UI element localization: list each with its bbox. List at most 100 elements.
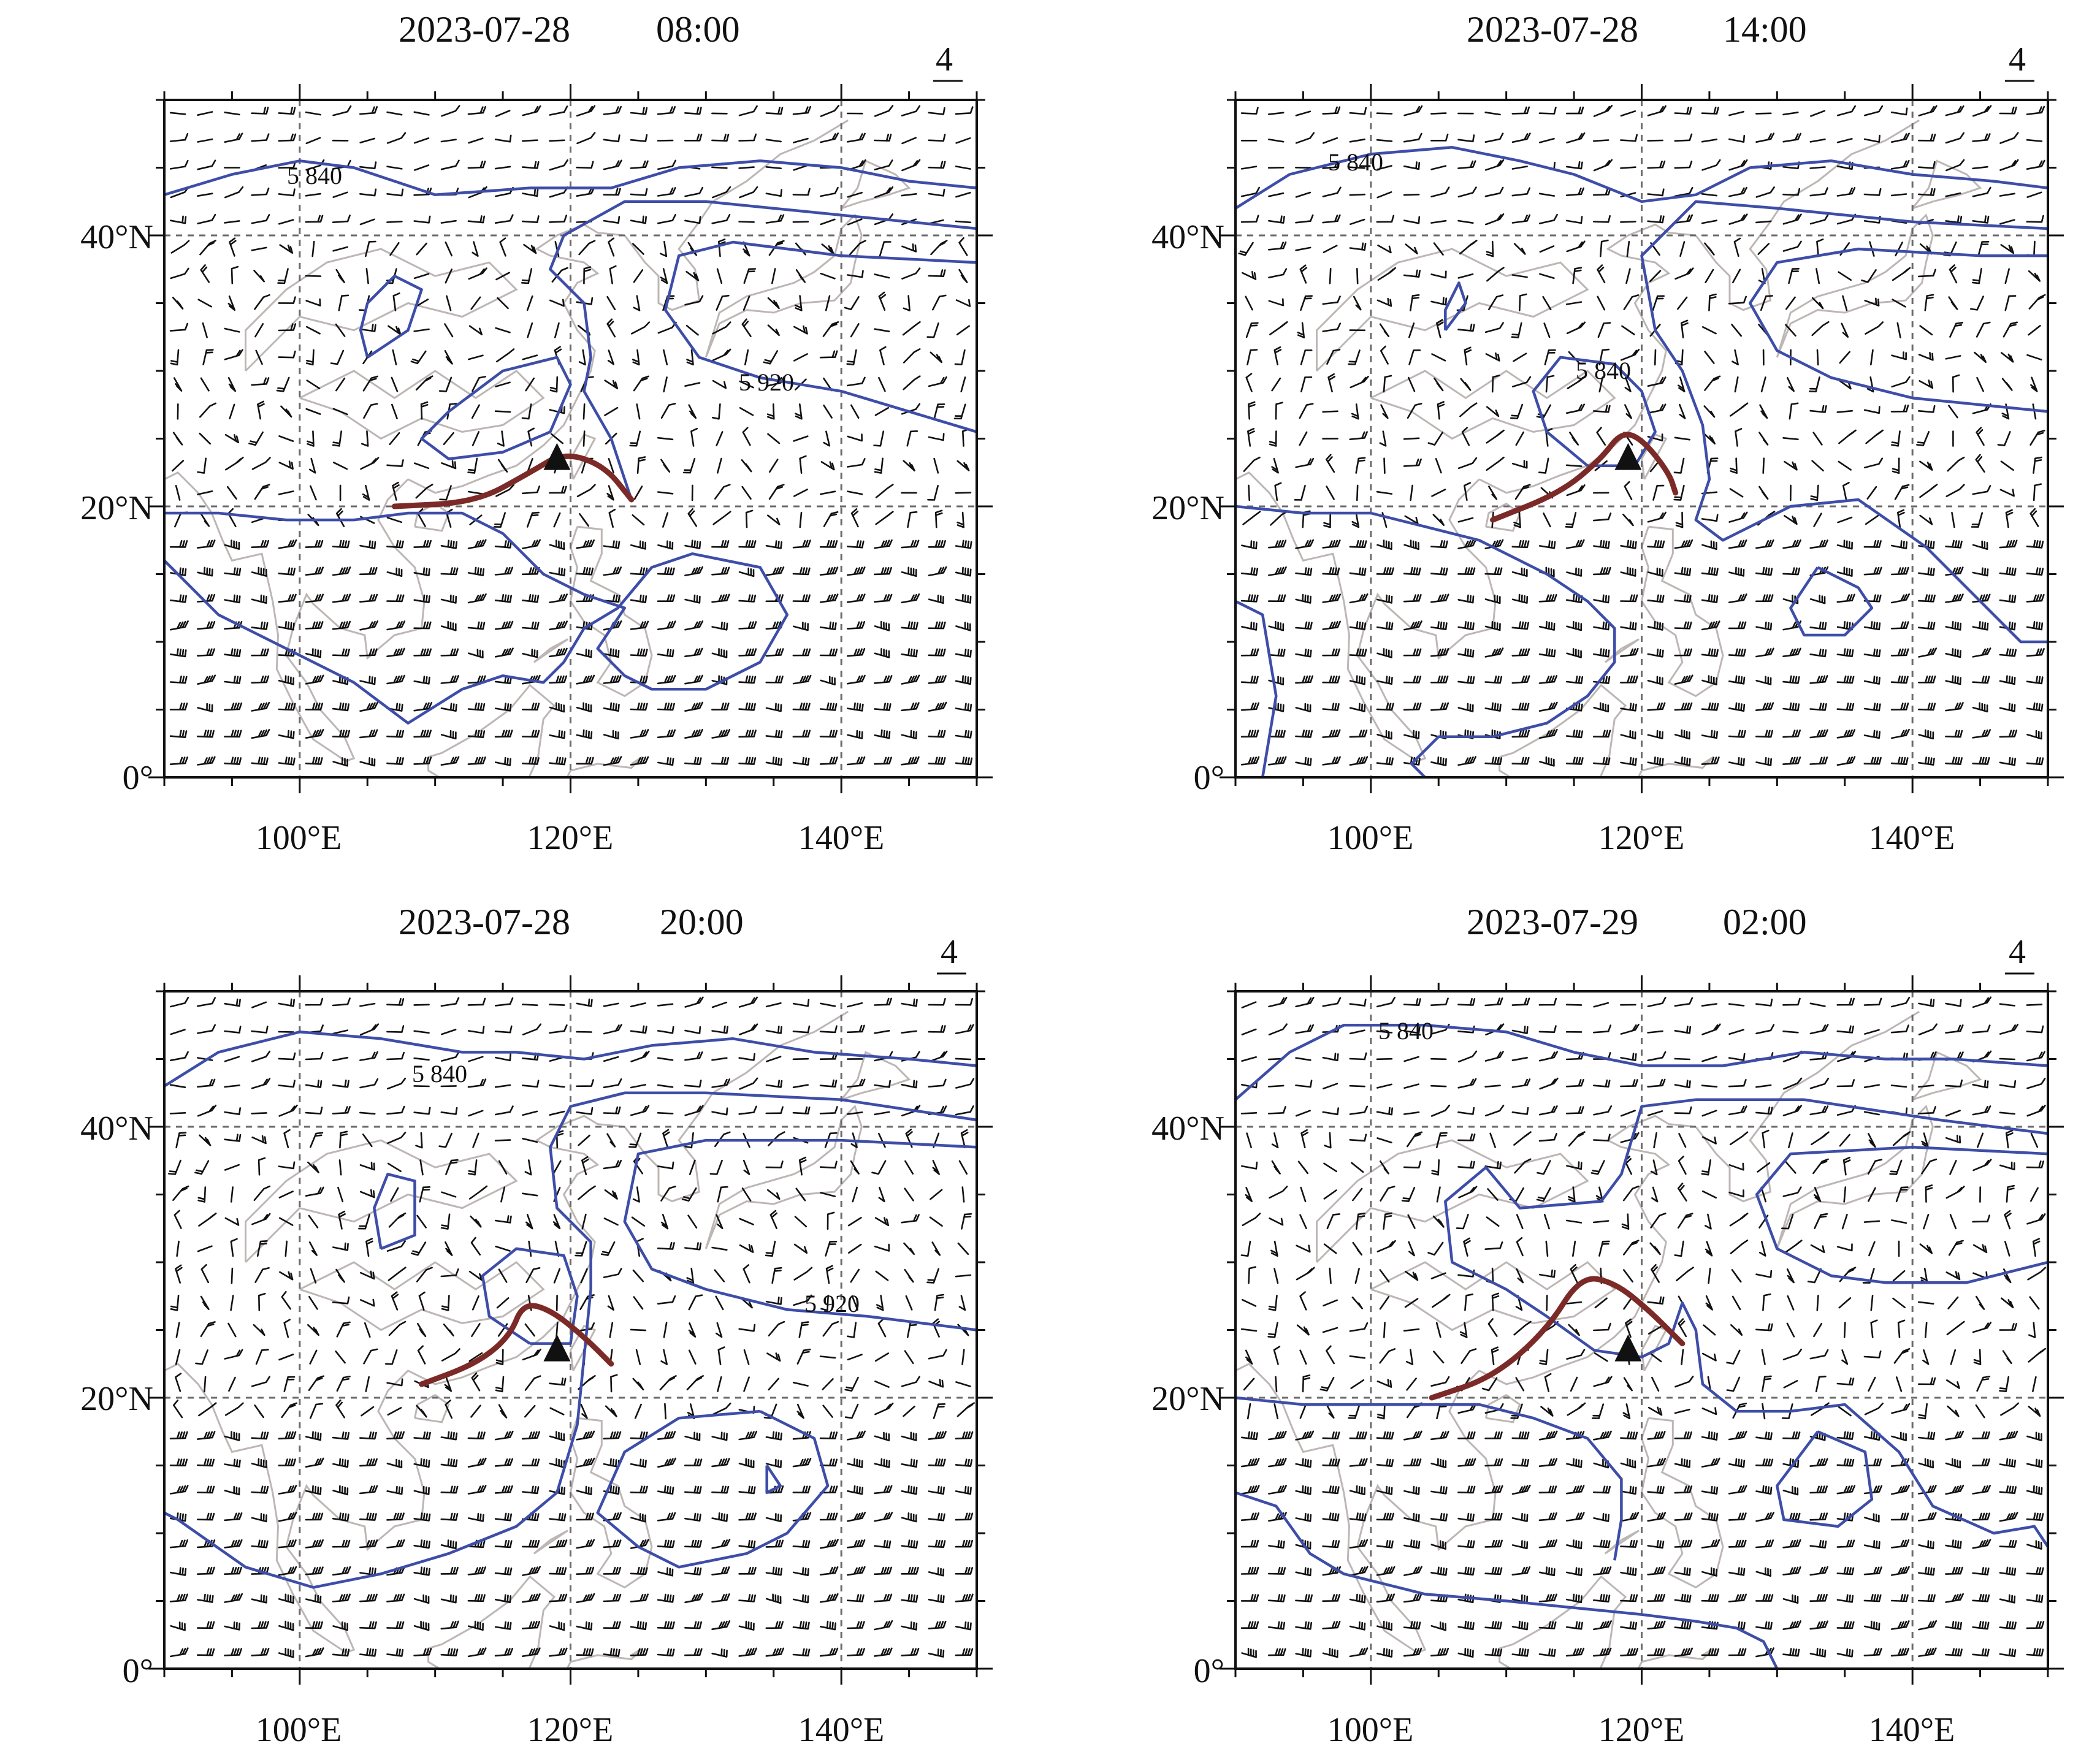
wind-barb (197, 648, 215, 657)
wind-barb (332, 757, 348, 767)
wind-barb (549, 1110, 565, 1116)
wind-barb (413, 1648, 432, 1656)
wind-barb (738, 756, 757, 765)
wind-barb (494, 1430, 514, 1441)
wind-barb (1674, 756, 1691, 766)
wind-barb (471, 1372, 481, 1392)
wind-barb (440, 1648, 459, 1656)
wind-barb (738, 1512, 757, 1521)
wind-barb (278, 350, 296, 359)
wind-barb (1457, 1431, 1476, 1439)
wind-barb (1459, 1322, 1468, 1338)
wind-barb (1866, 486, 1877, 500)
wind-barb (388, 1320, 407, 1336)
wind-barb (1890, 1620, 1910, 1630)
wind-barb (819, 1593, 839, 1603)
wind-barb (528, 1240, 532, 1257)
wind-barb (440, 1213, 451, 1230)
wind-barb (227, 486, 237, 500)
wind-barb (1566, 1567, 1583, 1576)
wind-barb (874, 1647, 893, 1657)
wind-barb (1457, 621, 1475, 631)
wind-barb (1809, 621, 1827, 630)
wind-barb (847, 1217, 862, 1227)
wind-barb (1323, 1189, 1337, 1200)
wind-barb (847, 1566, 866, 1576)
wind-barb (386, 620, 406, 631)
wind-barb (1459, 402, 1478, 417)
wind-barb (874, 703, 892, 711)
wind-barb (1892, 457, 1900, 474)
wind-barb (711, 1107, 728, 1116)
wind-barb (1376, 1240, 1396, 1252)
wind-barb (1816, 268, 1820, 284)
wind-barb (332, 1458, 349, 1468)
wind-barb (1760, 376, 1766, 392)
wind-barb (1620, 539, 1637, 549)
coastline (1235, 471, 1497, 763)
wind-barb (1809, 1431, 1826, 1441)
wind-barb (1430, 165, 1447, 170)
wind-barb (1755, 220, 1772, 224)
wind-barb (2028, 294, 2046, 310)
wind-barb (228, 1376, 236, 1392)
wind-barb (172, 460, 185, 472)
wind-barb (1273, 1268, 1279, 1284)
wind-barb (1376, 490, 1393, 495)
wind-barb (1836, 1079, 1855, 1088)
wind-barb (1593, 539, 1610, 549)
wind-barb (1322, 1053, 1339, 1062)
wind-barb (955, 593, 972, 604)
wind-barb (413, 328, 430, 332)
wind-barb (1945, 484, 1965, 497)
wind-barb (1536, 1187, 1551, 1202)
wind-barb (1376, 648, 1392, 658)
wind-barb (1240, 1621, 1259, 1629)
wind-barb (1323, 1299, 1338, 1307)
wind-barb (553, 512, 561, 528)
wind-barb (765, 1566, 783, 1576)
wind-barb (2003, 321, 2018, 338)
wind-barb (741, 486, 752, 500)
wind-barb (1349, 1485, 1365, 1495)
wind-barb (1755, 1270, 1773, 1278)
wind-barb (657, 620, 676, 630)
wind-barb (767, 297, 780, 310)
wind-barb (1945, 1648, 1963, 1656)
wind-barb (657, 1295, 676, 1305)
wind-barb (1457, 134, 1475, 143)
wind-barb (1945, 215, 1963, 224)
wind-barb (1620, 221, 1636, 223)
wind-barb (2026, 240, 2036, 257)
wind-barb (1701, 1457, 1720, 1468)
wind-barb (1945, 593, 1964, 603)
wind-barb (1484, 1084, 1501, 1088)
wind-barb (1701, 219, 1717, 224)
wind-barb (1484, 1648, 1503, 1657)
wind-barb (224, 434, 239, 443)
map-area (1220, 975, 2064, 1685)
wind-barb (1950, 1349, 1957, 1365)
wind-barb (928, 648, 946, 657)
wind-barb (955, 1485, 972, 1495)
wind-barb (1782, 1348, 1802, 1360)
wind-barb (256, 1240, 268, 1257)
wind-barb (1921, 1158, 1938, 1175)
wind-barb (1295, 1057, 1312, 1061)
wind-barb (715, 1295, 724, 1311)
wind-barb (1701, 756, 1720, 765)
wind-barb (305, 349, 315, 366)
wind-barb (413, 539, 432, 548)
wind-barb (2001, 378, 2013, 391)
wind-barb (224, 112, 240, 116)
wind-barb (576, 998, 593, 1007)
wind-barb (1349, 1355, 1365, 1359)
wind-barb (1457, 219, 1474, 224)
wind-barb (1245, 295, 1253, 311)
wind-barb (1782, 1594, 1799, 1604)
wind-barb (2028, 270, 2041, 282)
wind-barb (470, 296, 481, 310)
wind-barb (901, 1458, 918, 1468)
wind-barb (901, 1080, 918, 1089)
wind-barb (197, 1245, 213, 1252)
